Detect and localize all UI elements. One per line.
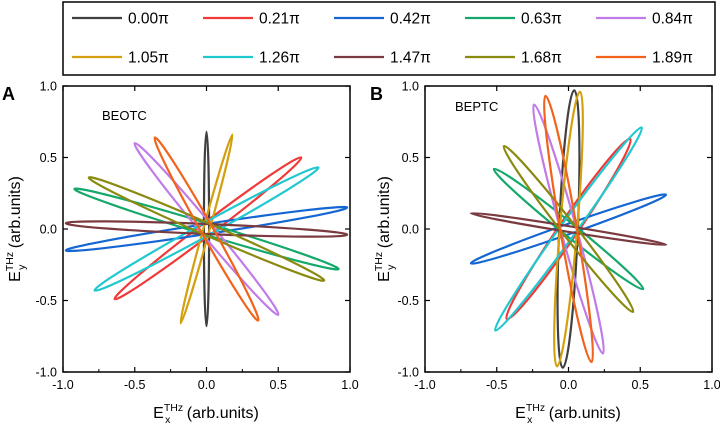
y-axis-label: ETHzy (arb.units) — [4, 176, 28, 282]
x-tick-label: -1.0 — [414, 378, 436, 392]
legend: 0.00π 0.21π 0.42π 0.63π 0.84π 1.05π 1.26π 1.47π… — [62, 1, 716, 76]
panel-title: BEPTC — [455, 99, 498, 114]
x-tick-label: 0.0 — [560, 378, 577, 392]
panel-title: BEOTC — [102, 108, 147, 123]
legend-label: 1.05π — [128, 50, 169, 67]
panel-a: -1.0 -0.5 0.0 0.5 1.0 -1.0 -0.5 0.0 0.5 1.0 A BEOTC… — [2, 80, 359, 427]
series-curve-1.89π — [153, 136, 260, 322]
legend-label: 0.42π — [390, 11, 431, 28]
x-tick-label: 1.0 — [703, 378, 720, 392]
series-curve-1.05π — [179, 133, 234, 325]
series-curve-0.21π — [505, 137, 632, 321]
series-curve-0.84π — [133, 142, 280, 316]
series-curve-0.42π — [469, 193, 668, 265]
series-curve-1.68π — [87, 176, 326, 282]
legend-label: 1.47π — [390, 50, 431, 67]
y-tick-label: -0.5 — [35, 294, 57, 308]
legend-label: 0.00π — [128, 11, 169, 28]
series-curve-0.00π — [202, 130, 211, 328]
y-tick-label: 0.5 — [40, 151, 57, 165]
legend-label: 1.26π — [259, 50, 300, 67]
legend-frame — [62, 1, 716, 76]
legend-label: 1.68π — [521, 50, 562, 67]
x-tick-label: 1.0 — [341, 378, 358, 392]
series-group — [469, 89, 668, 369]
series-curve-1.47π — [64, 220, 349, 238]
y-tick-label: -0.5 — [397, 294, 419, 308]
y-tick-label: 0.0 — [402, 223, 419, 237]
panel-label: A — [2, 84, 15, 104]
legend-label: 0.21π — [259, 11, 300, 28]
panel-b: -1.0 -0.5 0.0 0.5 1.0 -1.0 -0.5 0.0 0.5 1.0 B BEPTC… — [370, 80, 720, 427]
x-tick-label: 0.5 — [632, 378, 649, 392]
x-axis-label: ETHz x (arb.units) — [515, 402, 621, 426]
x-axis-label: ETHz x (arb.units) — [153, 402, 259, 426]
x-tick-label: 0.5 — [270, 378, 287, 392]
x-tick-label: 0.0 — [198, 378, 215, 392]
y-axis-label: ETHzy (arb.units) — [373, 176, 397, 282]
y-tick-label: 1.0 — [402, 80, 419, 94]
y-tick-label: 1.0 — [40, 80, 57, 94]
series-group — [64, 130, 349, 328]
series-curve-1.68π — [502, 144, 635, 314]
plot-frame — [424, 85, 713, 373]
panel-label: B — [370, 84, 383, 104]
x-tick-label: -0.5 — [486, 378, 508, 392]
x-tick-label: -1.0 — [52, 378, 74, 392]
legend-label: 0.63π — [521, 11, 562, 28]
legend-label: 1.89π — [652, 50, 693, 67]
x-tick-label: -0.5 — [124, 378, 146, 392]
series-curve-1.89π — [543, 94, 594, 364]
y-tick-label: 0.0 — [40, 223, 57, 237]
y-tick-label: -1.0 — [35, 366, 57, 380]
y-tick-label: -1.0 — [397, 366, 419, 380]
series-curve-1.47π — [469, 211, 668, 247]
y-tick-label: 0.5 — [402, 151, 419, 165]
legend-label: 0.84π — [652, 11, 693, 28]
